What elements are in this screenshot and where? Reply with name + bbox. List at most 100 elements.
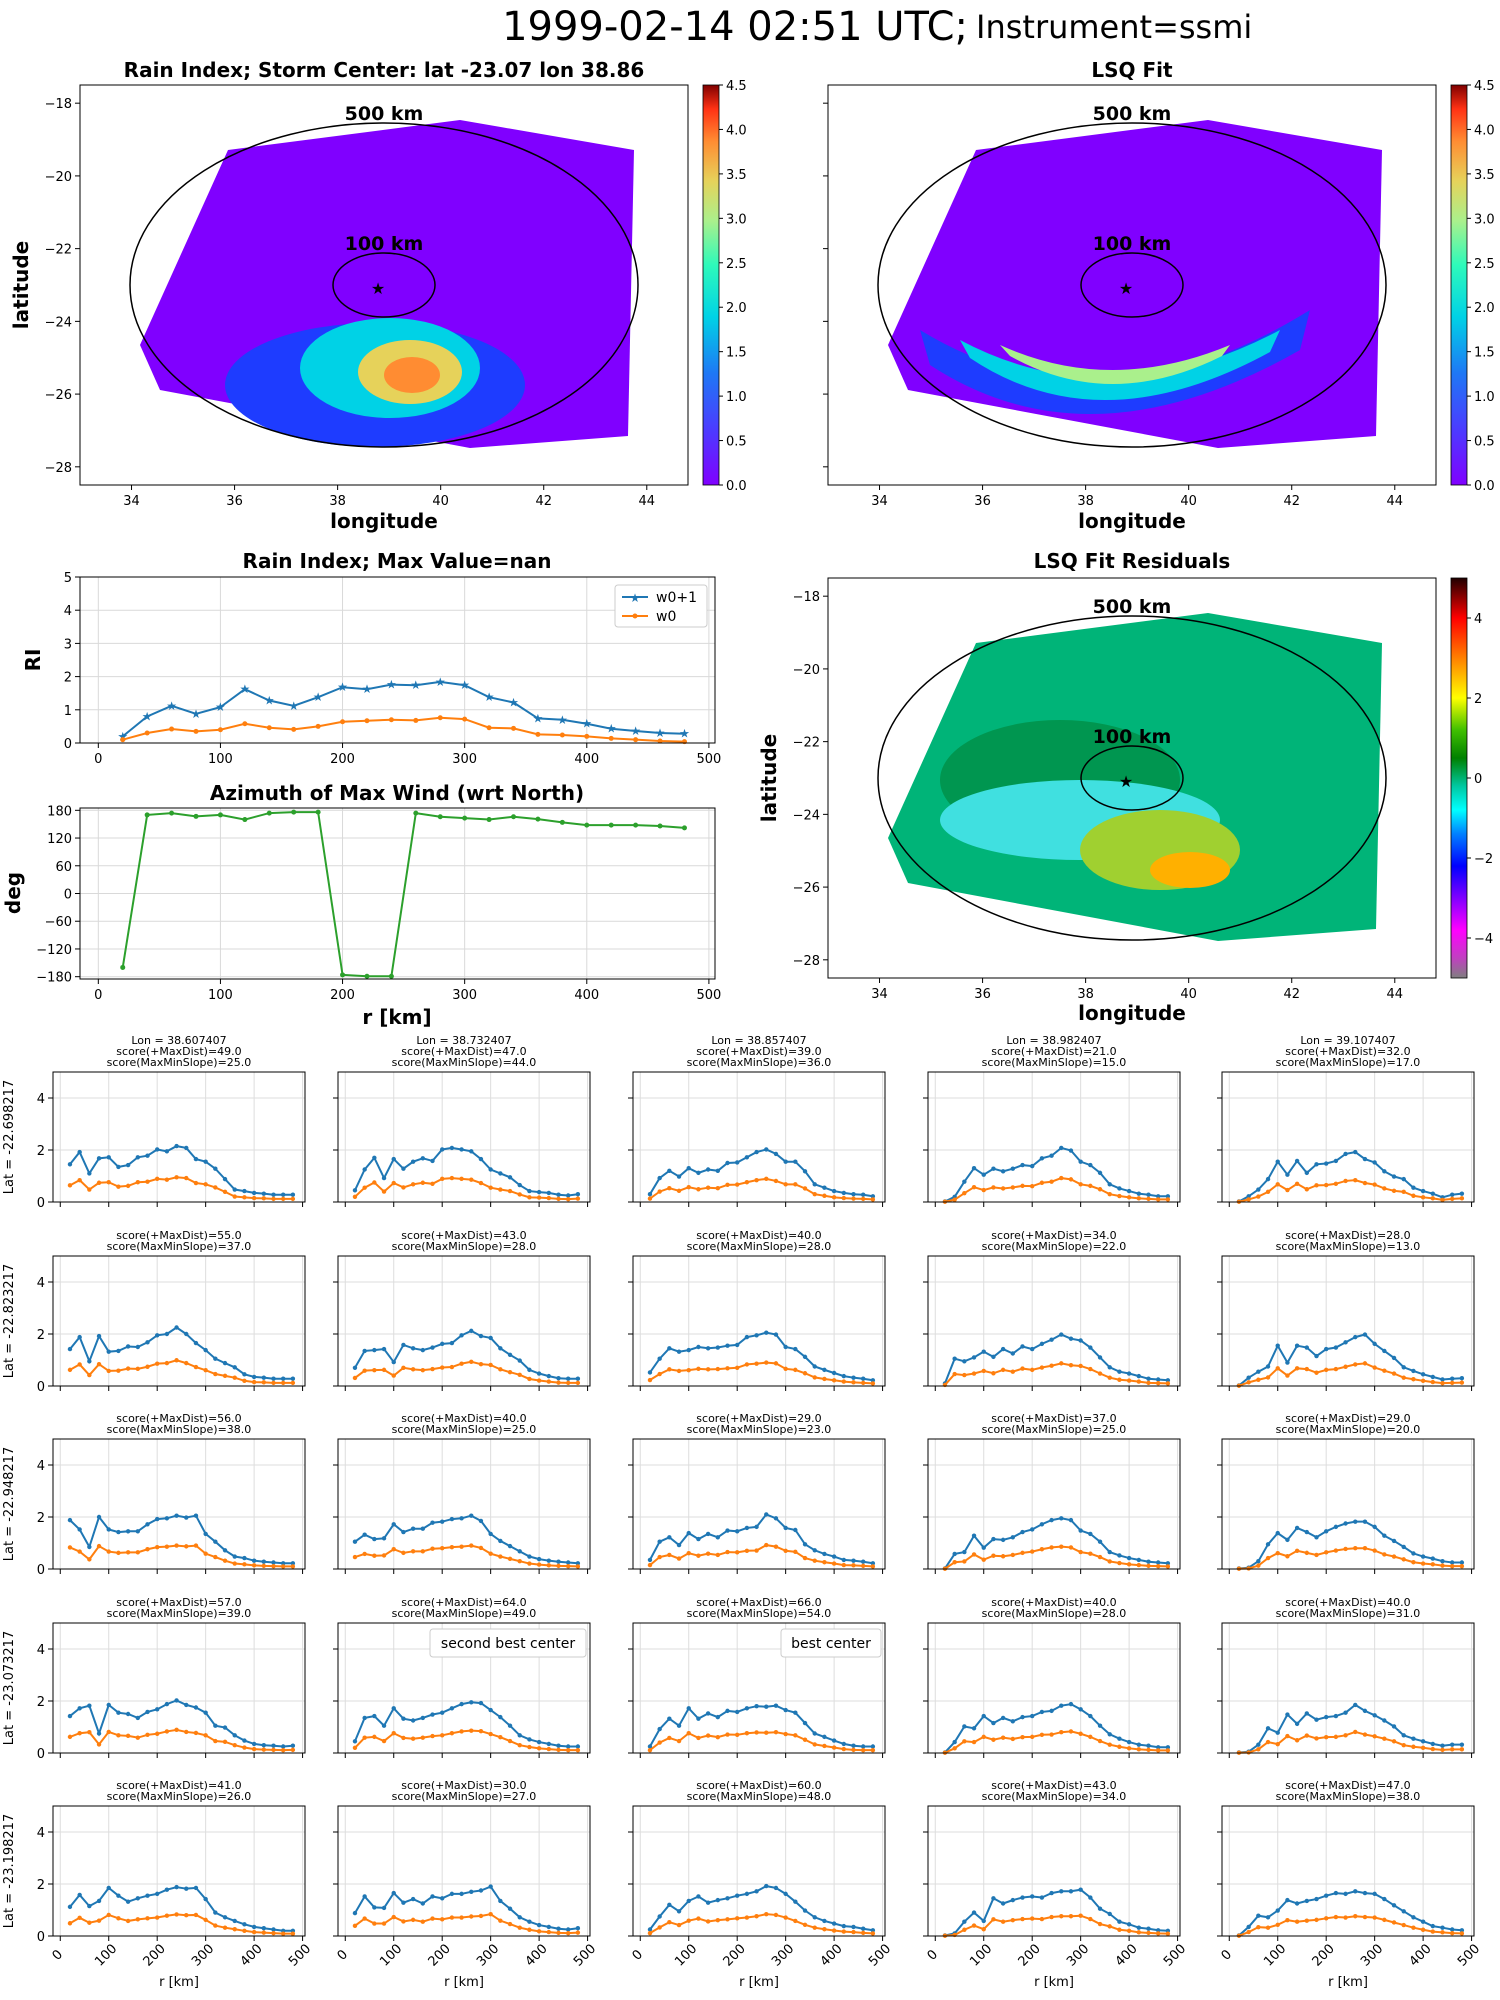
cell-w0-point [401,1365,406,1371]
cell-w0p1-point [831,1370,837,1376]
cell-w0p1-point [764,1883,769,1889]
cell-w0p1-point [135,1715,141,1721]
cell-w0-point [67,1921,73,1926]
cell-w0p1-point [352,1539,358,1544]
w0-point [559,732,565,738]
cell-w0p1-point [705,1900,711,1905]
cell-w0-point [1343,1178,1348,1184]
cell-score-maxdist: score(+MaxDist)=43.0 [991,1779,1116,1792]
cell-w0-point [952,1371,957,1377]
w0p1-point: ★ [459,678,470,692]
cell-w0-point [271,1380,276,1386]
cell-w0p1-point [1010,1535,1016,1540]
cell-w0p1-point [478,1700,484,1706]
cell-w0p1-point [96,1898,102,1904]
cell-w0p1-point [1343,1710,1348,1715]
rain-ring-500km [129,122,639,448]
cell-w0p1-point [271,1743,276,1748]
cell-score-maxdist: score(+MaxDist)=40.0 [696,1229,821,1242]
x-tick-label: 300 [1358,1941,1386,1969]
legend-w0-marker [632,613,638,619]
w0p1-point: ★ [435,675,446,689]
cell-w0p1-point [469,1149,474,1154]
cell-w0-point [478,1361,484,1367]
cell-w0p1-line [649,1704,873,1748]
cell-w0p1-point [1440,1743,1445,1748]
cell-w0p1-point [391,1890,396,1896]
cell-w0-point [251,1195,257,1201]
cell-w0p1-point [430,1712,435,1717]
cell-w0p1-point [657,1175,662,1181]
cell-w0p1-point [1029,1527,1035,1532]
cell-w0-point [96,1918,102,1923]
w0-point [511,725,517,731]
cell-w0p1-point [1333,1158,1339,1164]
cell-w0-point [870,1931,876,1936]
res-x-ticks: 34 36 38 40 42 44 [871,978,1403,1002]
cell-frame [632,1622,886,1754]
cell-w0-point [280,1931,286,1936]
cell-w0-point [657,1371,662,1377]
w0-point [633,737,639,743]
cell-w0-point [517,1372,522,1378]
cell-w0-point [488,1911,493,1917]
cell-w0p1-point [174,1513,179,1518]
score-cell: score(MaxMinSlope)=25.0score(+MaxDist)=4… [2,1034,306,1211]
cell-w0-point [381,1738,387,1744]
cell-w0p1-point [232,1365,237,1370]
cell-w0-point [715,1917,721,1923]
cell-w0-point [459,1176,464,1182]
cell-w0-point [1401,1743,1406,1748]
cell-w0-point [362,1735,367,1740]
cell-w0-point [1304,1733,1310,1738]
cell-w0-point [174,1358,179,1363]
cell-w0-point [1294,1366,1300,1371]
cell-w0-point [1401,1922,1406,1928]
x-tick-label: 0 [94,988,102,1003]
col-lon-label: Lon = 38.982407 [1006,1034,1101,1047]
cell-w0-point [667,1735,672,1741]
cell-w0p1-point [362,1167,367,1172]
cell-w0-point [1275,1550,1280,1556]
cell-w0-point [420,1549,426,1554]
cell-w0p1-point [280,1192,286,1197]
cell-w0p1-point [242,1188,247,1194]
x-tick-label: 44 [1387,494,1404,509]
cell-w0p1-point [764,1147,769,1152]
cell-w0p1-point [1420,1188,1426,1194]
w0p1-point: ★ [215,700,226,714]
cell-w0-point [174,1175,179,1180]
cell-w0-point [410,1549,416,1554]
cell-w0p1-point [498,1714,503,1720]
cell-w0p1-point [439,1341,445,1347]
cell-w0-point [1078,1363,1083,1369]
cell-w0-point [575,1380,581,1386]
cell-w0-point [154,1915,160,1920]
col-lon-label: Lon = 38.857407 [711,1034,806,1047]
cell-score-maxdist: score(+MaxDist)=40.0 [1285,1596,1410,1609]
cell-w0p1-point [1294,1901,1300,1906]
cell-w0-point [802,1555,808,1561]
cell-w0-point [1078,1731,1083,1736]
cell-w0-point [449,1731,455,1736]
cell-w0p1-point [860,1744,866,1749]
colorbar-tick-label: 3.0 [1474,212,1495,227]
cell-w0p1-point [812,1731,817,1736]
cell-w0p1-point [696,1894,701,1899]
cell-w0-point [764,1730,769,1735]
cell-w0p1-point [381,1536,387,1541]
cell-w0-point [1459,1196,1465,1201]
cell-w0p1-point [793,1527,798,1533]
fit-xlabel: longitude [1078,509,1186,533]
cell-w0-point [1265,1375,1271,1380]
cell-w0p1-point [87,1703,92,1708]
cell-w0p1-point [1304,1345,1310,1350]
cell-w0-point [734,1182,740,1187]
cell-w0p1-point [696,1170,701,1176]
cell-w0-point [546,1929,552,1935]
cell-w0p1-point [261,1743,267,1748]
w0-point [535,731,541,737]
cell-w0p1-point [251,1374,257,1380]
cell-w0p1-point [1059,1889,1064,1894]
score-cell: score(MaxMinSlope)=22.0score(+MaxDist)=3… [923,1229,1181,1391]
